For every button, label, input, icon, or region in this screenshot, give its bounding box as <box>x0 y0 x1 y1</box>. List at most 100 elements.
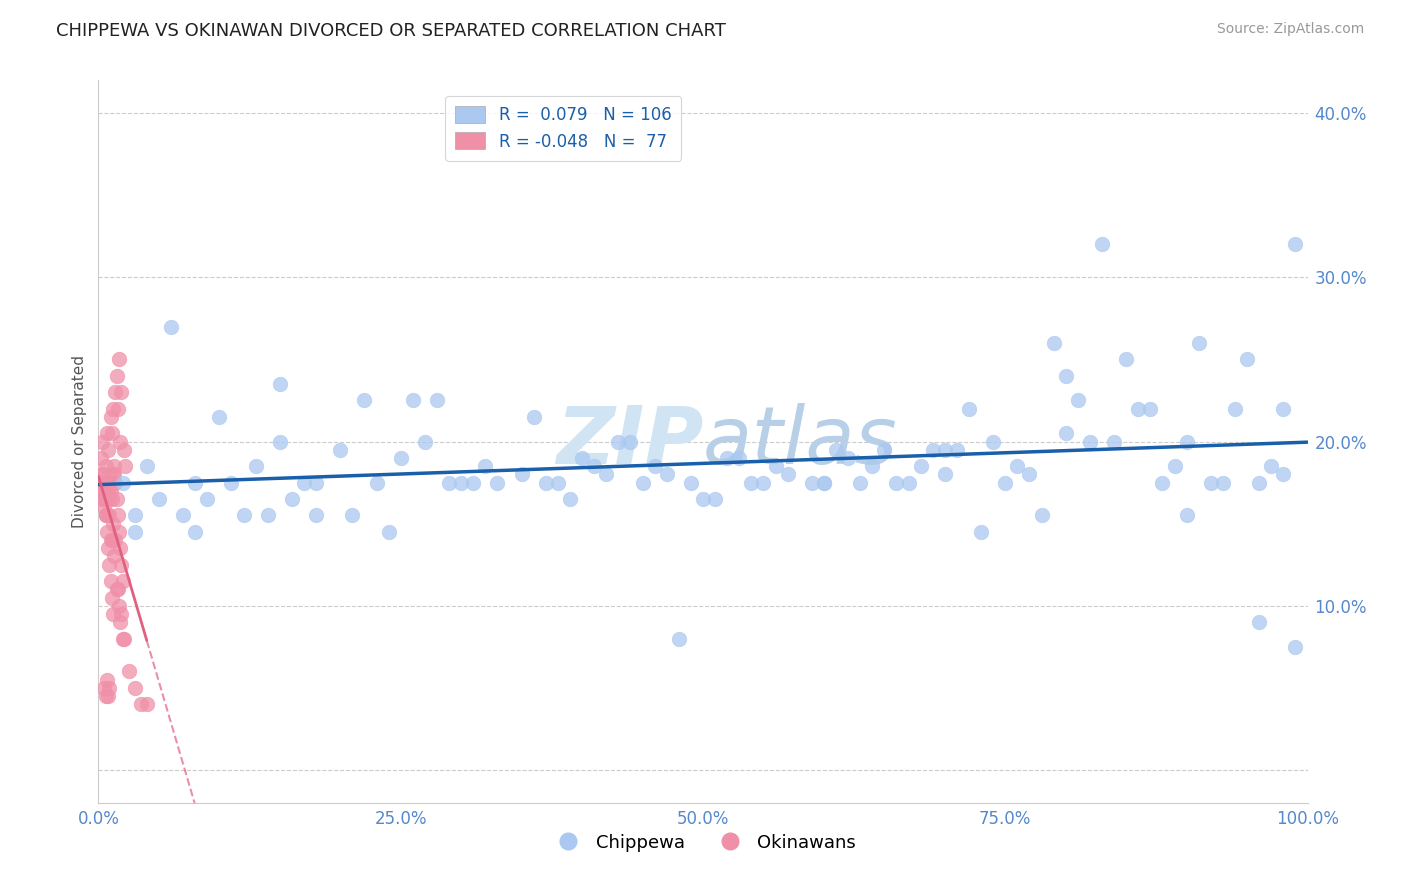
Point <box>91 491 114 506</box>
Point <box>571 450 593 465</box>
Point <box>160 319 183 334</box>
Point <box>98 475 121 490</box>
Point <box>91 434 114 449</box>
Point <box>934 467 956 482</box>
Point <box>366 475 388 490</box>
Point <box>124 524 146 539</box>
Point <box>108 434 131 449</box>
Point <box>437 475 460 490</box>
Point <box>1249 475 1271 490</box>
Point <box>91 475 114 490</box>
Point <box>463 475 485 490</box>
Point <box>111 632 134 646</box>
Point <box>114 459 136 474</box>
Text: CHIPPEWA VS OKINAWAN DIVORCED OR SEPARATED CORRELATION CHART: CHIPPEWA VS OKINAWAN DIVORCED OR SEPARAT… <box>56 22 725 40</box>
Point <box>107 582 129 597</box>
Point <box>97 442 120 457</box>
Point <box>1284 640 1306 654</box>
Point <box>776 467 799 482</box>
Point <box>765 459 787 474</box>
Point <box>486 475 509 490</box>
Point <box>1163 459 1185 474</box>
Point <box>1018 467 1040 482</box>
Point <box>269 434 291 449</box>
Point <box>110 607 132 621</box>
Point <box>100 491 122 506</box>
Point <box>94 483 117 498</box>
Point <box>100 591 122 605</box>
Point <box>728 450 751 465</box>
Point <box>108 524 131 539</box>
Point <box>1249 615 1271 630</box>
Point <box>825 442 848 457</box>
Point <box>91 475 114 490</box>
Point <box>413 434 436 449</box>
Point <box>1175 508 1198 523</box>
Point <box>97 689 120 703</box>
Point <box>523 409 546 424</box>
Point <box>103 467 125 482</box>
Point <box>100 533 122 547</box>
Point <box>886 475 908 490</box>
Point <box>124 508 146 523</box>
Point <box>377 524 399 539</box>
Point <box>101 401 124 416</box>
Point <box>104 475 127 490</box>
Point <box>184 524 207 539</box>
Point <box>103 459 125 474</box>
Point <box>849 475 872 490</box>
Point <box>1236 352 1258 367</box>
Point <box>91 483 114 498</box>
Point <box>474 459 496 474</box>
Point <box>558 491 581 506</box>
Point <box>100 483 122 498</box>
Point <box>90 450 112 465</box>
Point <box>644 459 666 474</box>
Point <box>112 442 135 457</box>
Point <box>607 434 630 449</box>
Point <box>946 442 969 457</box>
Point <box>1067 393 1090 408</box>
Point <box>329 442 352 457</box>
Point <box>595 467 617 482</box>
Point <box>752 475 775 490</box>
Point <box>740 475 762 490</box>
Point <box>105 368 128 383</box>
Point <box>800 475 823 490</box>
Point <box>583 459 606 474</box>
Point <box>1272 401 1295 416</box>
Point <box>305 475 328 490</box>
Point <box>111 475 134 490</box>
Point <box>103 549 125 564</box>
Point <box>292 475 315 490</box>
Point <box>100 409 122 424</box>
Point <box>402 393 425 408</box>
Point <box>94 689 117 703</box>
Point <box>305 508 328 523</box>
Point <box>112 632 135 646</box>
Point <box>124 681 146 695</box>
Point <box>1007 459 1029 474</box>
Point <box>108 599 131 613</box>
Point <box>679 475 702 490</box>
Point <box>104 533 127 547</box>
Point <box>1212 475 1234 490</box>
Point <box>1115 352 1137 367</box>
Point <box>716 450 738 465</box>
Point <box>110 385 132 400</box>
Point <box>97 541 120 556</box>
Point <box>104 385 127 400</box>
Point <box>98 558 121 572</box>
Point <box>269 377 291 392</box>
Point <box>105 582 128 597</box>
Point <box>921 442 943 457</box>
Point <box>1054 426 1077 441</box>
Point <box>103 475 125 490</box>
Point <box>1223 401 1246 416</box>
Point <box>1031 508 1053 523</box>
Point <box>101 516 124 531</box>
Point <box>232 508 254 523</box>
Point <box>1188 336 1211 351</box>
Point <box>208 409 231 424</box>
Point <box>534 475 557 490</box>
